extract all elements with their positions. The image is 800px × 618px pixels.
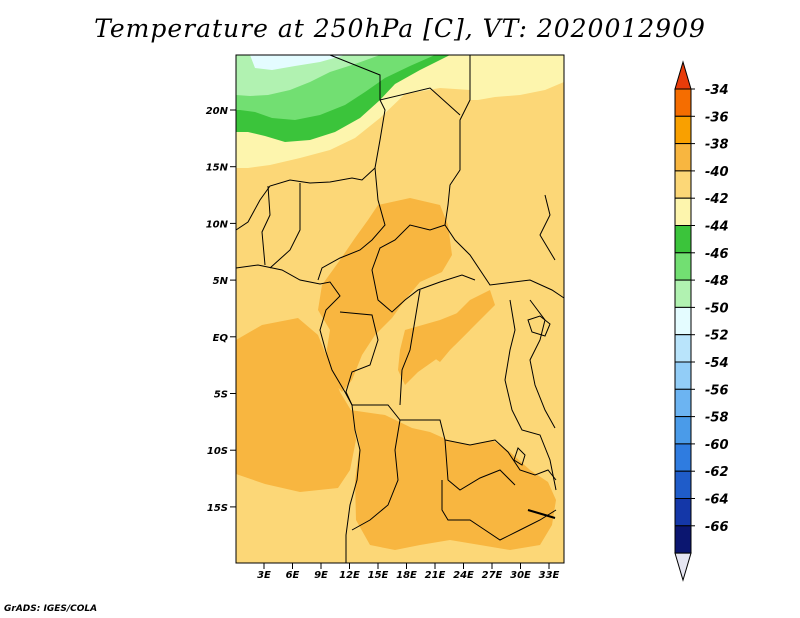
warm-region-central [318, 198, 452, 392]
lon-label: 21E [425, 570, 446, 581]
border-10 [441, 480, 557, 541]
colorbar-label: -52 [705, 329, 729, 344]
border-6 [339, 311, 557, 481]
grads-credit: GrADS: IGES/COLA [4, 604, 98, 614]
colorbar-label: -54 [705, 356, 729, 371]
colorbar-swatch [674, 88, 692, 117]
colorbar-swatch [674, 525, 692, 554]
border-13 [399, 289, 421, 406]
lat-label: 15S [207, 503, 228, 514]
border-8 [261, 185, 271, 266]
colorbar-swatch [674, 443, 692, 472]
colorbar-swatch [674, 416, 692, 445]
lon-label: 18E [396, 570, 417, 581]
lat-label: 10S [207, 446, 228, 457]
colorbar-label: -64 [705, 493, 729, 508]
colorbar-swatch [674, 225, 692, 254]
colorbar-swatch [674, 470, 692, 500]
band-minus-42-northeast [470, 55, 564, 100]
colorbar-label: -36 [705, 110, 729, 125]
border-11 [351, 419, 401, 531]
colorbar-label: -62 [705, 465, 729, 480]
lon-label: 3E [257, 570, 271, 581]
colorbar-label: -56 [705, 383, 729, 398]
warm-region-south [350, 410, 556, 550]
lon-label: 30E [510, 570, 531, 581]
colorbar-swatch [674, 498, 692, 527]
border-12 [444, 439, 516, 491]
border-15 [539, 194, 556, 261]
colorbar-label: -58 [705, 411, 729, 426]
lake-3 [527, 509, 556, 519]
band-minus-50 [250, 55, 345, 70]
colorbar-swatch [674, 252, 692, 281]
colorbar-label: -44 [705, 220, 729, 235]
map-frame [235, 54, 565, 564]
colorbar-label: -48 [705, 274, 729, 289]
lon-labels: 3E 6E 9E 12E 15E 18E 21E 24E 27E 30E 33E [257, 563, 560, 581]
lake-1 [527, 315, 551, 337]
colorbar-swatch [674, 306, 692, 336]
colorbar-label: -46 [705, 247, 729, 262]
colorbar-label: -66 [705, 520, 729, 535]
lat-label: EQ [213, 333, 229, 344]
border-1 [235, 54, 386, 231]
coastline [235, 264, 361, 563]
colorbar-swatch [674, 143, 692, 172]
lon-label: 15E [368, 570, 389, 581]
colorbar-swatch [674, 388, 692, 418]
lat-label: 20N [206, 106, 229, 117]
lon-label: 24E [453, 570, 474, 581]
lat-label: 10N [206, 219, 229, 230]
border-9 [504, 299, 557, 491]
colorbar-swatch [674, 170, 692, 199]
colorbar-label: -50 [705, 301, 729, 316]
lake-2 [513, 447, 526, 466]
border-5 [371, 224, 476, 313]
colorbar-label: -42 [705, 192, 729, 207]
colorbar-swatch [674, 279, 692, 308]
colorbar-bottom-arrow [674, 552, 692, 582]
border-3 [379, 87, 461, 116]
lon-label: 27E [482, 570, 503, 581]
lat-label: 5N [213, 276, 229, 287]
colorbar-swatch [674, 361, 692, 390]
colorbar-top-arrow [674, 60, 692, 90]
chart-title: Temperature at 250hPa [C], VT: 202001290… [94, 14, 706, 43]
colorbar-label: -60 [705, 438, 729, 453]
lon-label: 33E [539, 570, 560, 581]
colorbar-swatch [674, 334, 692, 363]
colorbar: -34 -36 -38 -40 -42 -44 -46 -48 -50 -52 -54 -56 -58 -… [674, 60, 729, 582]
border-7 [269, 183, 301, 269]
warm-region-west [236, 318, 356, 492]
lon-label: 6E [286, 570, 300, 581]
colorbar-swatch [674, 197, 692, 226]
colorbar-label: -38 [705, 138, 729, 153]
colorbar-label: -34 [705, 83, 729, 98]
colorbar-label: -40 [705, 165, 729, 180]
boundaries [235, 54, 565, 563]
lon-label: 9E [314, 570, 328, 581]
map-border [235, 54, 565, 564]
lat-label: 5S [214, 390, 228, 401]
warm-region-interior [398, 312, 470, 385]
colorbar-swatch [674, 115, 692, 145]
lat-label: 15N [206, 163, 229, 174]
lat-labels: 20N 15N 10N 5N EQ 5S 10S 15S [206, 106, 236, 514]
lon-label: 12E [339, 570, 360, 581]
border-4 [317, 167, 386, 281]
